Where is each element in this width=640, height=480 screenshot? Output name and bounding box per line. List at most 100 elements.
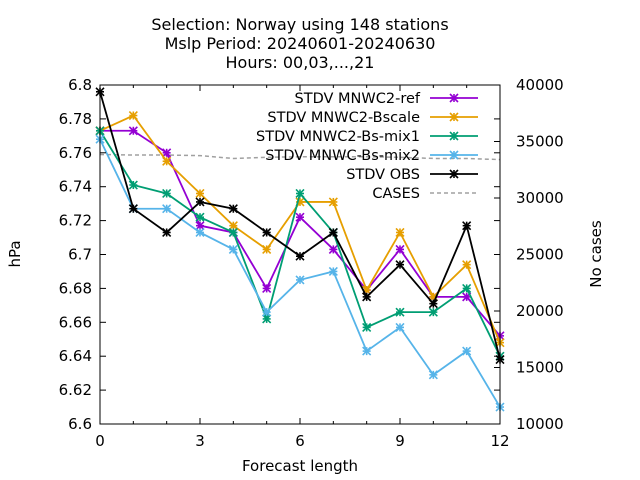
title-line-1: Selection: Norway using 148 stations [151,15,448,34]
data-point [328,266,338,277]
legend-entry: STDV OBS [346,167,478,183]
data-point [162,188,172,199]
data-point [162,148,172,158]
data-point [328,227,338,238]
x-tick-label: 6 [295,432,305,450]
data-point [262,244,272,254]
data-point [428,370,438,380]
data-point [228,227,238,238]
y2-tick-label: 40000 [516,76,564,94]
data-point [428,307,438,317]
y2-tick-label: 30000 [516,189,564,207]
data-point [362,346,372,356]
data-point [162,227,172,238]
data-point [162,204,172,214]
data-point [449,93,459,103]
legend: STDV MNWC2-ref STDV MNWC2-Bscale STDV MNWC… [256,91,478,202]
data-point [328,244,338,254]
data-point [195,221,205,231]
data-point [295,275,305,285]
data-point [128,126,138,136]
x-axis-label: Forecast length [242,457,358,475]
legend-label: STDV MNWC2-Bs-mix1 [256,129,420,145]
title-line-3: Hours: 00,03,...,21 [226,53,375,72]
data-point [195,197,205,207]
y2-tick-label: 10000 [516,415,564,433]
data-point [462,283,472,293]
data-point [462,221,472,231]
series-line [99,130,501,357]
data-point [195,227,205,238]
data-point [395,307,405,317]
legend-entry: CASES [372,186,478,202]
y-tick-label: 6.62 [59,381,92,399]
y2-tick-label: 20000 [516,302,564,320]
y-tick-label: 6.74 [59,178,92,196]
data-point [295,251,305,261]
legend-label: STDV OBS [346,167,420,183]
y2-axis-label: No cases [587,220,605,288]
data-point [362,322,372,332]
data-point [295,188,305,199]
title-line-2: Mslp Period: 20240601-20240630 [165,34,436,53]
data-point [462,260,472,270]
data-point [449,112,459,122]
data-point [428,299,438,309]
y-tick-label: 6.76 [59,144,92,162]
legend-label: STDV MNWC2-ref [295,91,421,107]
data-point [462,292,472,302]
data-point [162,156,172,166]
y-tick-label: 6.72 [59,212,92,230]
data-point [262,227,272,238]
data-point [449,131,459,141]
x-tick-label: 0 [95,432,105,450]
data-point [295,212,305,222]
data-point [128,180,138,190]
legend-label: STDV MNWC-Bs-mix2 [265,148,420,164]
y2-tick-label: 35000 [516,133,564,151]
data-point [395,260,405,270]
data-point [195,188,205,199]
series-stdv-mnwc2-bscale [95,110,505,348]
data-point [462,346,472,356]
data-point [362,292,372,302]
y-tick-label: 6.6 [68,415,92,433]
y-tick-label: 6.8 [68,76,92,94]
chart-title: Selection: Norway using 148 stations Msl… [151,15,448,72]
legend-entry: STDV MNWC-Bs-mix2 [265,148,478,164]
legend-entry: STDV MNWC2-Bscale [267,110,478,126]
data-point [228,221,238,231]
series-layer [95,87,505,412]
legend-entry: STDV MNWC2-ref [295,91,478,107]
y-tick-label: 6.7 [68,246,92,264]
series-stdv-mnwc-bs-mix2 [95,134,505,412]
y2-tick-label: 15000 [516,359,564,377]
data-point [195,212,205,222]
data-point [449,169,459,179]
data-point [395,227,405,238]
data-point [395,244,405,254]
y-tick-label: 6.68 [59,279,92,297]
data-point [228,204,238,214]
legend-label: STDV MNWC2-Bscale [267,110,420,126]
y-axis-label: hPa [6,240,24,267]
data-point [128,110,138,121]
x-tick-label: 9 [395,432,405,450]
y-tick-label: 6.64 [59,347,92,365]
x-tick-label: 3 [195,432,205,450]
y-tick-label: 6.78 [59,110,92,128]
axes: 6.6 6.62 6.64 6.66 6.68 6.7 6.72 6.74 6.76 6.78 6.… [59,76,564,450]
data-point [395,322,405,332]
y2-tick-label: 25000 [516,246,564,264]
data-point [262,307,272,317]
data-point [262,283,272,293]
data-point [128,204,138,214]
y-tick-label: 6.66 [59,313,92,331]
data-point [449,150,459,160]
data-point [328,197,338,207]
x-tick-label: 12 [490,432,509,450]
data-point [228,244,238,254]
legend-entry: STDV MNWC2-Bs-mix1 [256,129,478,145]
data-point [262,314,272,324]
legend-label: CASES [372,186,420,202]
